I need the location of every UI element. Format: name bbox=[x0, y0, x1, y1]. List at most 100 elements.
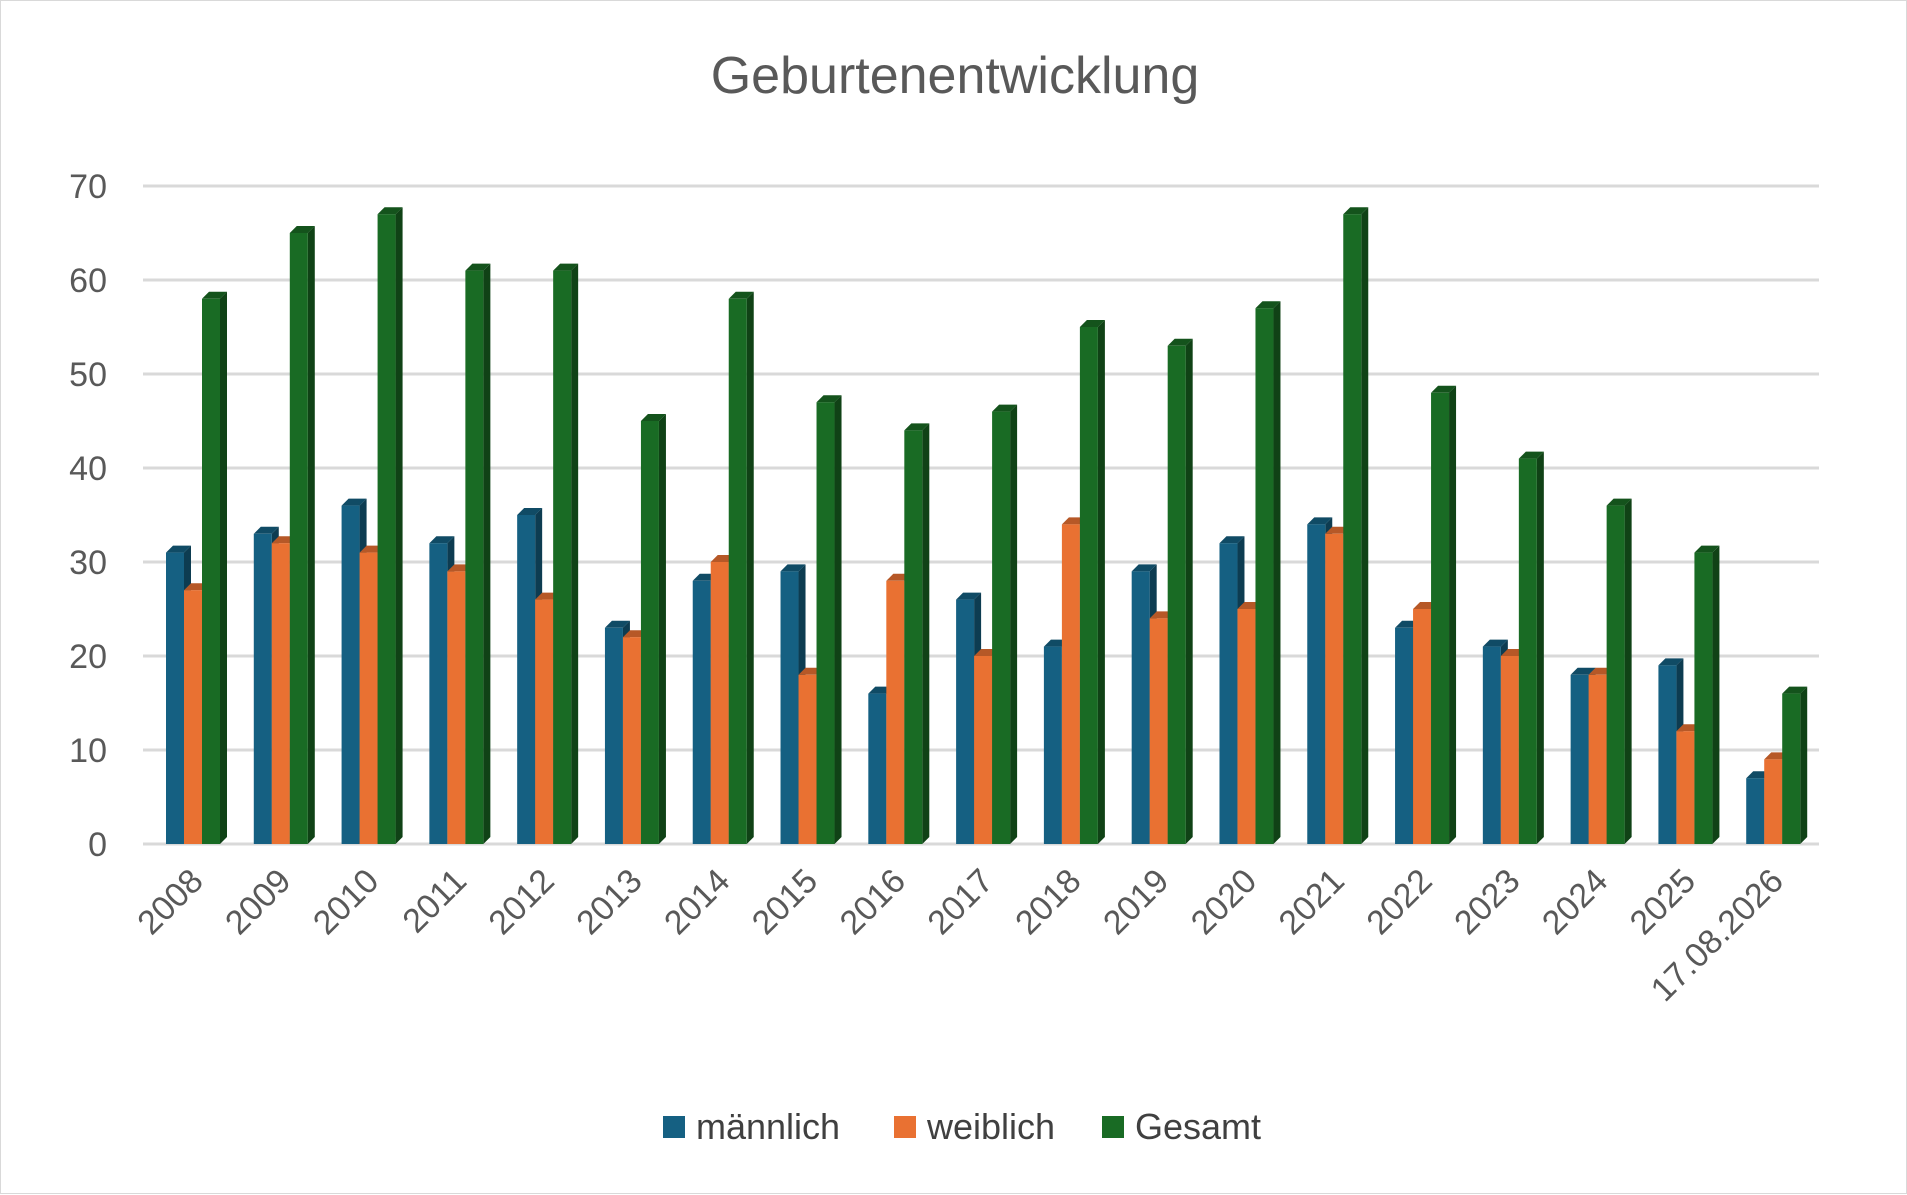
bar-top bbox=[728, 291, 754, 299]
bar bbox=[1167, 338, 1193, 844]
bar-side bbox=[1536, 451, 1544, 844]
bar-top bbox=[1570, 667, 1596, 675]
bar-side bbox=[1712, 545, 1720, 844]
bar-top bbox=[640, 414, 666, 421]
x-tick-label: 2012 bbox=[481, 862, 561, 942]
bar-top bbox=[956, 592, 982, 600]
bar bbox=[289, 226, 315, 844]
bar bbox=[992, 404, 1018, 844]
bar-top bbox=[1782, 686, 1808, 694]
bar-front bbox=[377, 214, 396, 844]
bar-front bbox=[604, 627, 623, 844]
bar-front bbox=[1764, 759, 1783, 844]
bar-front bbox=[447, 571, 466, 844]
bar-top bbox=[1518, 451, 1544, 459]
bar-front bbox=[710, 562, 729, 844]
bar-top bbox=[166, 545, 191, 553]
bar-front bbox=[253, 533, 272, 844]
chart-title: Geburtenentwicklung bbox=[711, 47, 1200, 105]
bar-side bbox=[483, 263, 491, 845]
bar-side bbox=[220, 291, 227, 844]
bar-front bbox=[798, 674, 817, 844]
bar-top bbox=[289, 226, 315, 233]
bar-front bbox=[1131, 571, 1150, 844]
bar-front bbox=[1255, 308, 1274, 844]
legend-item: männlich bbox=[663, 1106, 840, 1147]
bar bbox=[1694, 545, 1720, 844]
bar-top bbox=[1482, 639, 1508, 647]
bar-front bbox=[465, 270, 484, 845]
bar-top bbox=[465, 263, 491, 271]
bar-top bbox=[553, 263, 579, 271]
bar-side bbox=[307, 226, 315, 844]
legend-swatch bbox=[894, 1116, 916, 1138]
bar-top bbox=[517, 508, 543, 515]
bar-front bbox=[429, 543, 448, 844]
legend-label: Gesamt bbox=[1135, 1106, 1261, 1147]
legend-swatch bbox=[663, 1116, 685, 1138]
x-tick-label: 2019 bbox=[1096, 862, 1176, 942]
bar-front bbox=[1606, 505, 1625, 844]
y-tick-label: 20 bbox=[69, 638, 107, 676]
y-tick-label: 50 bbox=[69, 356, 107, 394]
bar-front bbox=[1325, 533, 1344, 844]
bar-front bbox=[1782, 693, 1801, 844]
bar-side bbox=[1097, 320, 1105, 844]
bar-front bbox=[1043, 646, 1062, 844]
bar bbox=[1079, 320, 1105, 844]
bar-front bbox=[1149, 618, 1168, 844]
bar-top bbox=[429, 536, 455, 544]
bar-front bbox=[1061, 524, 1080, 844]
bar-top bbox=[816, 395, 842, 403]
bar-front bbox=[166, 552, 184, 844]
bar-front bbox=[1413, 609, 1432, 844]
x-tick-label: 2025 bbox=[1623, 862, 1703, 942]
bar-front bbox=[1219, 543, 1238, 844]
y-tick-label: 70 bbox=[69, 168, 107, 206]
bar-front bbox=[553, 270, 572, 845]
bar-top bbox=[604, 620, 630, 628]
bar-top bbox=[1606, 498, 1632, 506]
bar-front bbox=[202, 298, 220, 844]
x-tick-label: 2022 bbox=[1359, 862, 1439, 942]
bar-top bbox=[1431, 385, 1457, 393]
x-tick-label: 2009 bbox=[218, 862, 298, 942]
bar-top bbox=[1219, 536, 1245, 544]
bar-side bbox=[658, 414, 666, 844]
bar bbox=[202, 291, 227, 844]
bar bbox=[1343, 207, 1369, 844]
bar-front bbox=[640, 421, 659, 844]
y-tick-label: 0 bbox=[88, 826, 107, 864]
legend-item: weiblich bbox=[894, 1106, 1055, 1147]
y-tick-label: 30 bbox=[69, 544, 107, 582]
y-tick-label: 40 bbox=[69, 450, 107, 488]
bar-front bbox=[904, 430, 923, 844]
bar-marks bbox=[166, 207, 1808, 845]
bar-front bbox=[1343, 214, 1362, 844]
bar-front bbox=[692, 580, 711, 844]
bar-side bbox=[1010, 404, 1018, 844]
bar-front bbox=[1431, 392, 1450, 844]
legend: männlich weiblich Gesamt bbox=[663, 1106, 1261, 1147]
bar-side bbox=[1273, 301, 1281, 844]
bar-front bbox=[271, 543, 290, 844]
bar bbox=[728, 291, 754, 844]
bar bbox=[465, 263, 491, 845]
y-tick-label: 60 bbox=[69, 262, 107, 300]
bar-front bbox=[1500, 656, 1519, 844]
bar-front bbox=[1167, 345, 1186, 844]
x-tick-label: 2010 bbox=[306, 862, 386, 942]
x-tick-label: 2017 bbox=[920, 862, 1000, 942]
bar-front bbox=[1395, 627, 1414, 844]
x-axis-ticks: 2008 2009 2010 2011 2012 2013 2014 2015 2016 2017… bbox=[130, 862, 1791, 1009]
bar-front bbox=[1237, 609, 1256, 844]
bar bbox=[553, 263, 579, 845]
bar-front bbox=[1676, 731, 1695, 844]
bar-side bbox=[922, 423, 930, 844]
bar-side bbox=[1624, 498, 1632, 844]
x-tick-label: 2014 bbox=[657, 862, 737, 942]
legend-label: weiblich bbox=[926, 1106, 1055, 1147]
bar-front bbox=[535, 599, 554, 844]
